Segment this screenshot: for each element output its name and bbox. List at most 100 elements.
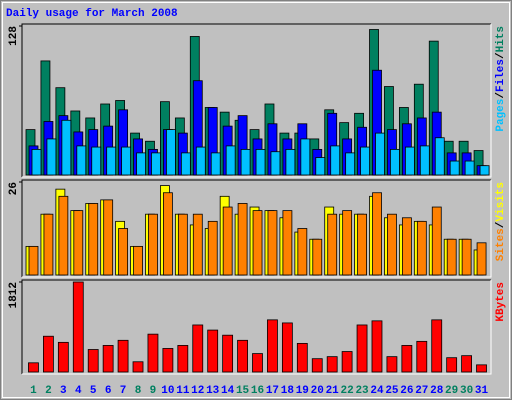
bar: [207, 329, 219, 373]
bar: [297, 228, 308, 276]
bar: [386, 356, 398, 373]
legend: KBytes: [495, 282, 507, 322]
bar: [357, 213, 367, 276]
bar: [177, 213, 188, 276]
legend-entry: Files: [495, 59, 507, 92]
bar: [133, 245, 143, 276]
y-tick-label: 128: [8, 26, 20, 46]
bar: [28, 362, 39, 373]
bar: [87, 349, 99, 373]
legend-entry: Sites: [495, 228, 507, 261]
legend-entry: Visits: [495, 182, 507, 222]
x-tick-label: 1: [30, 385, 37, 397]
x-tick-label: 26: [400, 385, 413, 397]
bar: [118, 228, 129, 276]
bar: [387, 213, 397, 276]
bar: [479, 165, 490, 176]
x-tick-label: 19: [296, 385, 309, 397]
bar: [327, 213, 338, 276]
bar: [102, 345, 114, 373]
bar: [341, 351, 353, 373]
legend-separator: /: [495, 52, 507, 59]
bar: [461, 238, 472, 276]
bar: [330, 145, 341, 176]
x-tick-label: 13: [206, 385, 220, 397]
bar: [267, 210, 278, 276]
bar: [106, 146, 117, 176]
bar: [431, 319, 443, 373]
x-tick-label: 7: [120, 385, 127, 397]
bar: [180, 152, 191, 176]
x-tick-label: 3: [60, 385, 67, 397]
bar: [375, 132, 385, 176]
bar: [311, 358, 323, 373]
bar: [103, 199, 114, 276]
x-tick-label: 22: [341, 385, 354, 397]
bar: [91, 146, 102, 176]
y-tick-label: 26: [8, 182, 20, 195]
bar: [28, 245, 39, 276]
x-tick-label: 5: [90, 385, 97, 397]
bar: [401, 217, 412, 276]
bar: [419, 145, 430, 176]
bar: [117, 339, 129, 373]
bar: [282, 210, 293, 276]
x-tick-label: 8: [135, 385, 142, 397]
x-tick-label: 16: [251, 385, 264, 397]
bar: [151, 152, 161, 176]
bar: [342, 210, 353, 276]
bar: [401, 345, 413, 373]
bar: [464, 160, 475, 176]
bar: [222, 206, 233, 276]
bar: [132, 361, 144, 373]
bar: [237, 203, 248, 276]
y-tick-label: 1812: [8, 282, 20, 308]
panel-bevel: [22, 180, 492, 278]
x-tick-label: 9: [150, 385, 157, 397]
bar: [88, 203, 99, 276]
bar: [300, 138, 311, 176]
bar: [162, 348, 174, 373]
bar: [476, 242, 487, 276]
bar: [434, 137, 445, 176]
x-tick-label: 17: [266, 385, 279, 397]
bar: [296, 342, 308, 373]
panel-bevel: [22, 280, 492, 375]
x-tick-label: 4: [75, 385, 82, 397]
bar: [136, 152, 146, 176]
bar: [43, 213, 54, 276]
bar: [270, 151, 281, 176]
x-tick-label: 29: [445, 385, 458, 397]
bar: [372, 192, 382, 276]
bar: [148, 213, 158, 276]
bar: [121, 146, 132, 176]
legend-separator: /: [495, 92, 507, 99]
panel-bevel: [21, 179, 491, 277]
bar: [255, 148, 266, 176]
bar: [461, 355, 472, 373]
x-tick-label: 27: [415, 385, 428, 397]
bar: [61, 119, 72, 176]
x-tick-label: 2: [45, 385, 52, 397]
bar: [46, 138, 57, 176]
bar: [446, 357, 458, 373]
bar: [57, 341, 69, 373]
x-tick-label: 14: [221, 385, 235, 397]
legend-entry: Hits: [495, 26, 507, 52]
bar: [431, 206, 442, 276]
bar: [58, 195, 69, 276]
chart-title: Daily usage for March 2008: [6, 8, 178, 20]
x-tick-label: 21: [326, 385, 340, 397]
x-tick-label: 15: [236, 385, 250, 397]
bar: [166, 129, 176, 176]
bar: [390, 148, 400, 176]
bar: [76, 145, 87, 176]
x-tick-label: 18: [281, 385, 295, 397]
panel-bevel: [21, 279, 491, 374]
x-tick-label: 10: [161, 385, 174, 397]
bar: [312, 238, 323, 276]
x-tick-label: 30: [460, 385, 473, 397]
bar: [177, 345, 189, 373]
x-tick-label: 6: [105, 385, 112, 397]
legend-separator: /: [495, 221, 507, 228]
